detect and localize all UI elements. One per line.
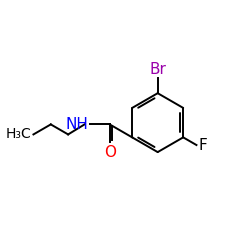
Text: NH: NH — [66, 117, 88, 132]
Text: F: F — [198, 138, 207, 152]
Text: Br: Br — [149, 62, 166, 77]
Text: H₃C: H₃C — [6, 128, 32, 141]
Text: O: O — [104, 145, 116, 160]
